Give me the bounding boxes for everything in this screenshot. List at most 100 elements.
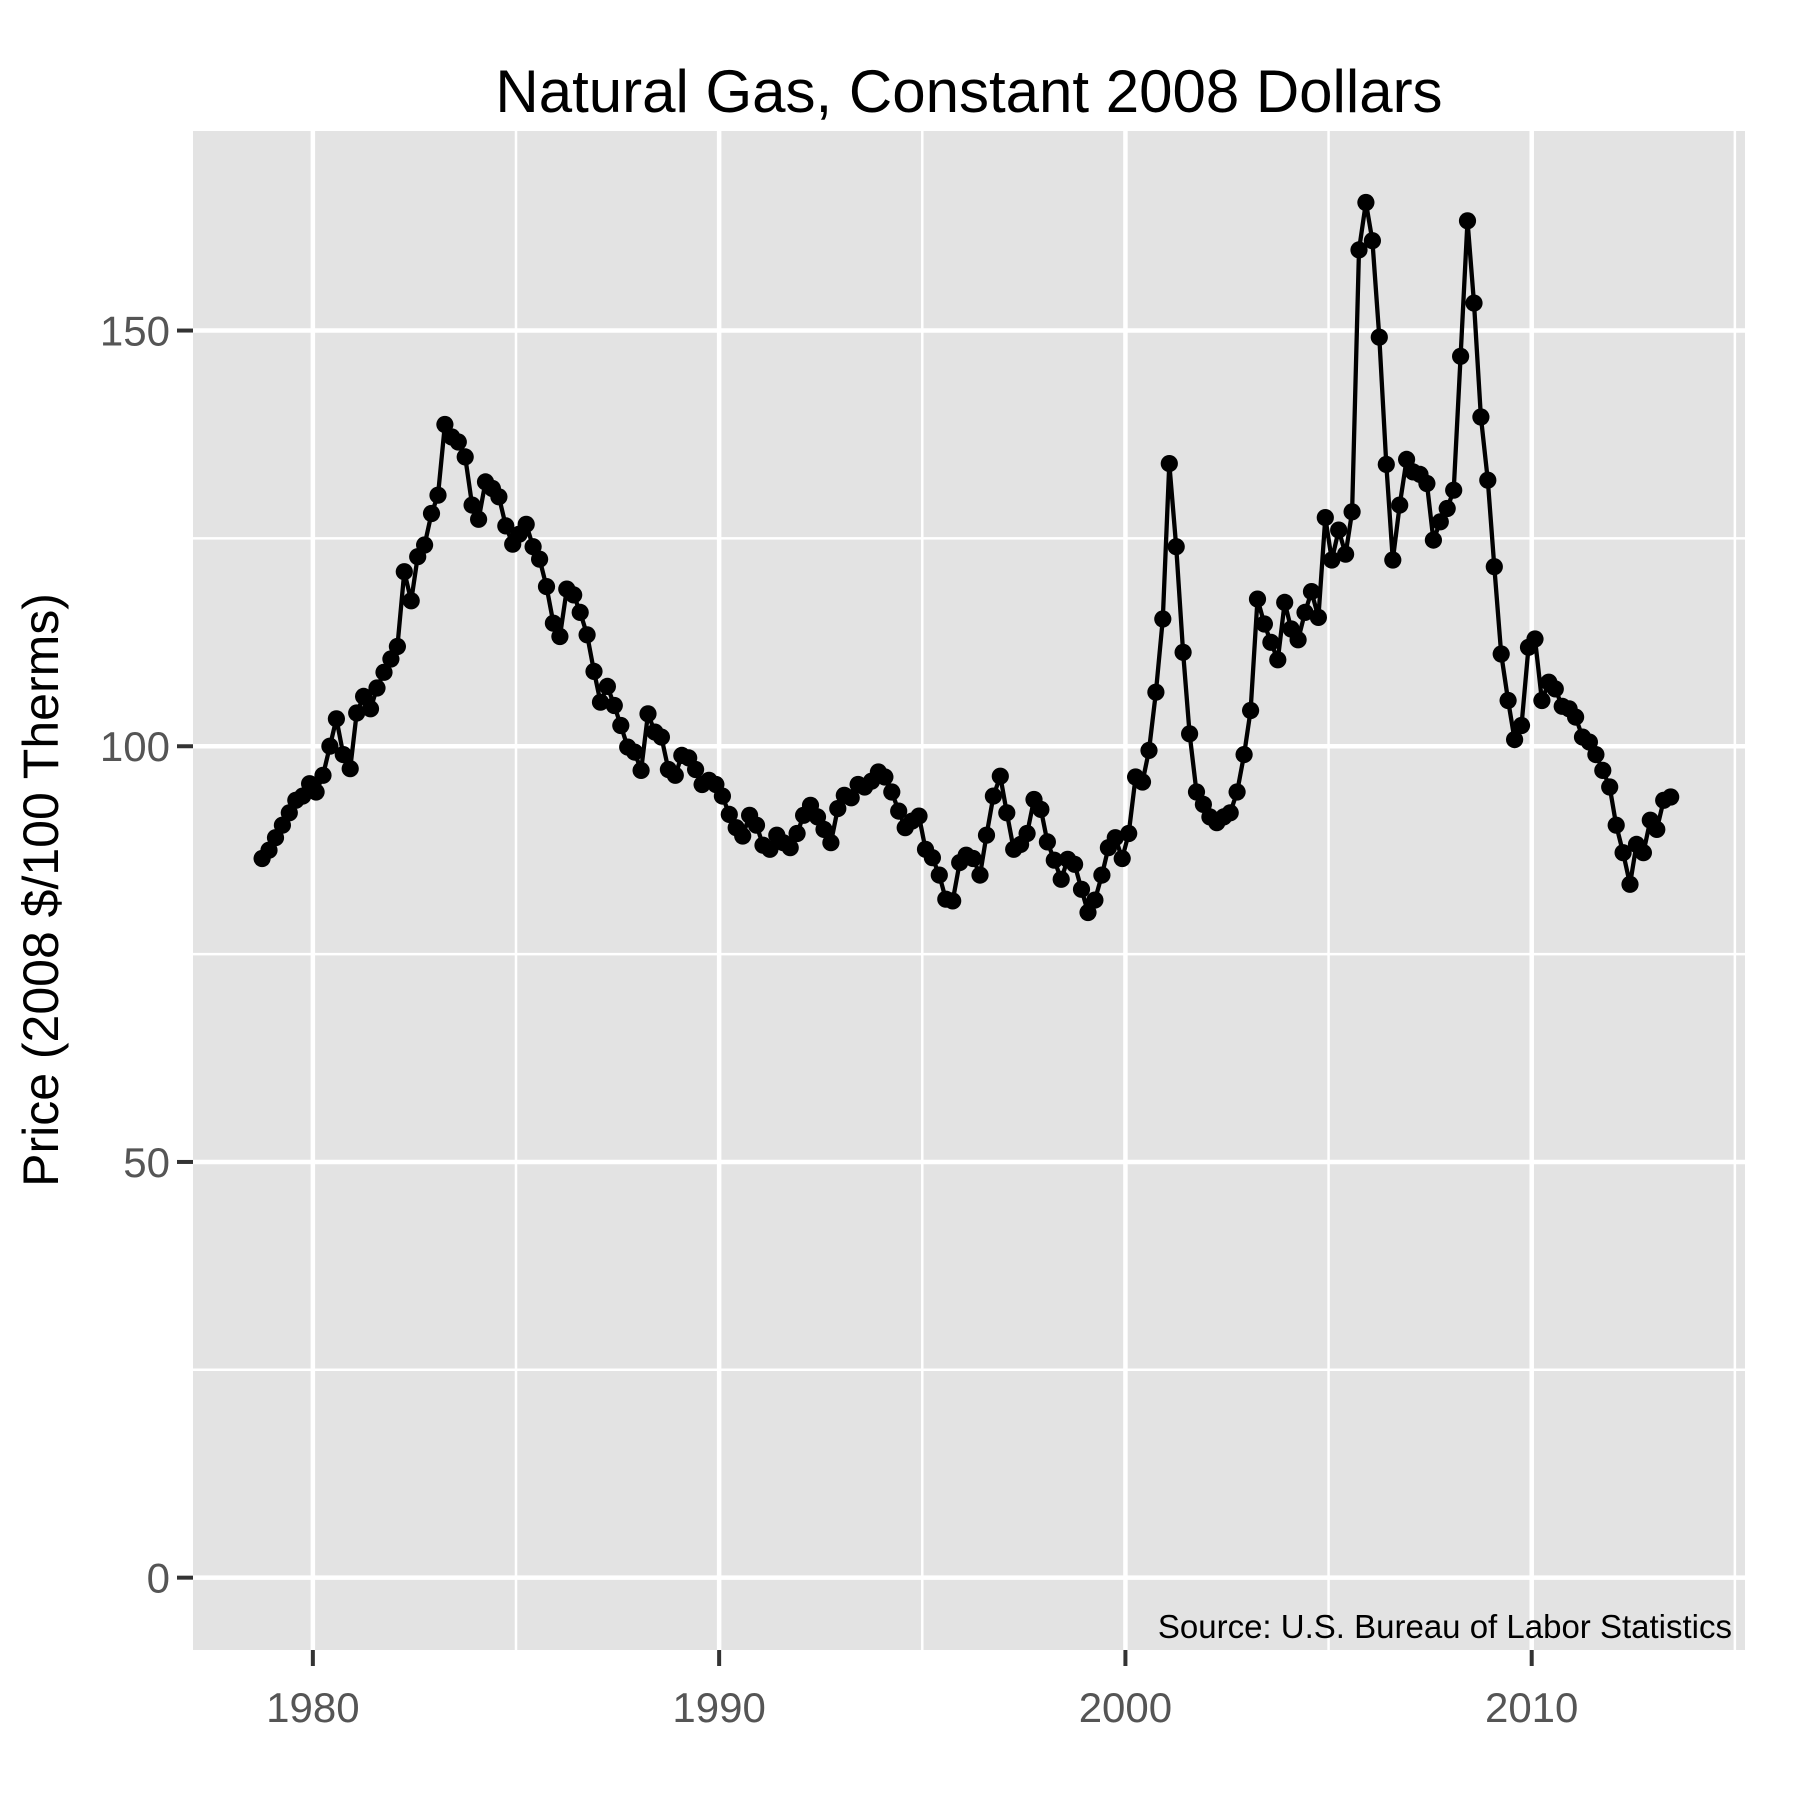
data-point (1330, 521, 1348, 539)
data-point (652, 728, 671, 746)
data-point (470, 510, 488, 528)
data-point (605, 696, 623, 715)
data-point (720, 805, 738, 824)
data-point (1181, 725, 1199, 743)
data-point (1072, 880, 1091, 898)
data-point (1418, 474, 1436, 493)
data-point (1424, 531, 1442, 549)
data-point (632, 761, 650, 780)
axis-tick-marks (177, 328, 1534, 1666)
data-point (991, 767, 1009, 785)
data-point (1289, 631, 1307, 649)
data-point (1248, 590, 1267, 608)
data-point (1499, 691, 1517, 710)
data-point (1269, 651, 1287, 669)
y-tick-label: 50 (123, 1139, 170, 1186)
data-point (1113, 849, 1131, 868)
data-point (971, 866, 989, 884)
data-point (395, 563, 413, 581)
data-point (517, 515, 535, 533)
data-point (1038, 833, 1056, 851)
data-point (1032, 800, 1050, 819)
major-gridlines (193, 131, 1745, 1650)
data-point (923, 849, 942, 867)
x-tick-label: 2000 (1079, 1684, 1172, 1731)
data-point (463, 496, 481, 514)
data-point (1533, 691, 1551, 710)
data-point (747, 816, 766, 834)
data-point (531, 550, 549, 568)
plot-panel (193, 131, 1745, 1650)
data-point (1093, 866, 1111, 884)
data-point (456, 448, 474, 466)
data-point (876, 768, 894, 786)
data-point (1140, 741, 1158, 760)
data-point (348, 704, 366, 722)
data-point (1567, 708, 1585, 726)
data-point (1357, 193, 1375, 212)
data-point (321, 737, 339, 755)
data-point (375, 663, 393, 681)
data-point (1276, 593, 1294, 612)
data-point (1601, 778, 1619, 796)
data-point (537, 578, 556, 596)
data-point (639, 705, 657, 723)
data-point (612, 716, 630, 735)
data-point (1438, 499, 1456, 518)
data-point (910, 807, 928, 825)
data-point (1255, 615, 1273, 633)
data-point (585, 662, 603, 681)
data-point (1242, 701, 1260, 720)
data-point (1648, 820, 1666, 839)
data-point (1506, 731, 1524, 749)
data-point (1445, 481, 1463, 499)
data-point (842, 789, 860, 807)
data-point (497, 517, 515, 535)
data-point (1106, 829, 1124, 847)
data-point (1316, 508, 1334, 527)
minor-gridlines (193, 131, 1745, 1650)
data-point (368, 679, 386, 697)
data-point (998, 804, 1016, 822)
data-point (883, 783, 901, 801)
data-series (253, 193, 1680, 922)
data-point (578, 626, 596, 644)
data-point (1614, 844, 1632, 862)
data-point (1587, 746, 1605, 764)
data-point (341, 760, 359, 778)
x-axis-tick-labels: 1980 1990 2000 2010 (266, 1684, 1578, 1731)
x-tick-label: 1990 (672, 1684, 765, 1731)
data-point (1167, 538, 1185, 556)
y-tick-label: 150 (100, 308, 170, 355)
x-tick-label: 1980 (266, 1684, 359, 1731)
data-point (1018, 824, 1036, 843)
data-point (1634, 844, 1652, 862)
data-point (429, 486, 447, 504)
data-point (416, 536, 434, 554)
y-axis-tick-labels: 0 50 100 150 (100, 308, 170, 1602)
data-point (307, 783, 325, 801)
data-point (1662, 788, 1680, 806)
data-point (964, 849, 982, 868)
data-point (1594, 761, 1612, 780)
data-point (1052, 870, 1070, 888)
data-point (402, 592, 420, 610)
data-point (571, 603, 589, 622)
data-point (1296, 603, 1314, 622)
data-point (626, 743, 644, 761)
data-point (490, 488, 508, 506)
y-axis-label: Price (2008 $/100 Therms) (13, 593, 69, 1187)
data-point (1323, 551, 1341, 569)
data-point (1431, 513, 1449, 531)
data-point (544, 614, 563, 632)
data-point (1384, 551, 1402, 569)
source-note: Source: U.S. Bureau of Labor Statistics (1158, 1608, 1732, 1645)
data-point (687, 760, 705, 779)
data-point (1174, 643, 1192, 661)
data-point (598, 677, 617, 696)
data-point (1235, 746, 1253, 764)
data-point (1309, 608, 1327, 627)
data-point (781, 839, 799, 857)
data-point (944, 892, 962, 910)
